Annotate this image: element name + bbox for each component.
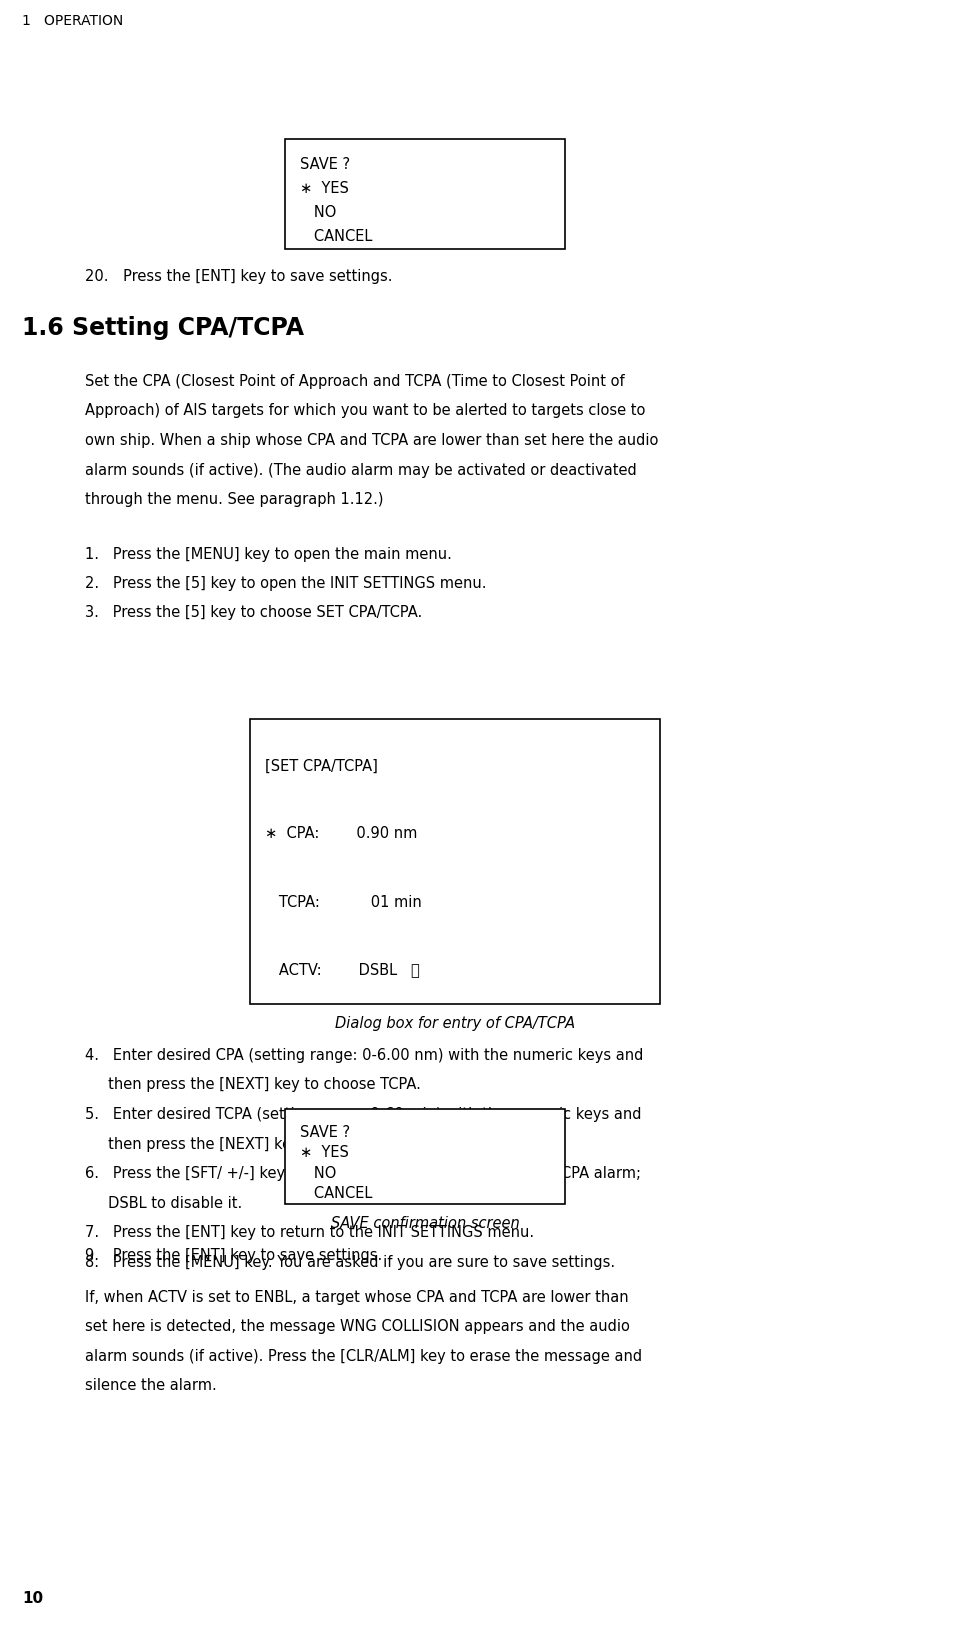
Bar (250, 719, 660, 1003)
Text: SAVE confirmation screen: SAVE confirmation screen (330, 1216, 520, 1230)
Text: then press the [NEXT] key to chose ACTV.: then press the [NEXT] key to chose ACTV. (85, 1137, 414, 1152)
Text: silence the alarm.: silence the alarm. (85, 1379, 217, 1394)
Text: through the menu. See paragraph 1.12.): through the menu. See paragraph 1.12.) (85, 492, 384, 507)
Text: 5.   Enter desired TCPA (setting range: 0-60 min) with the numeric keys and: 5. Enter desired TCPA (setting range: 0-… (85, 1106, 642, 1123)
Text: 1.   Press the [MENU] key to open the main menu.: 1. Press the [MENU] key to open the main… (85, 546, 452, 562)
Text: ∗  YES: ∗ YES (300, 181, 349, 196)
Text: 3.   Press the [5] key to choose SET CPA/TCPA.: 3. Press the [5] key to choose SET CPA/T… (85, 606, 422, 621)
Text: NO: NO (300, 1165, 336, 1181)
Bar (285, 1109, 565, 1204)
Text: Dialog box for entry of CPA/TCPA: Dialog box for entry of CPA/TCPA (335, 1016, 575, 1031)
Text: SAVE ?: SAVE ? (300, 1124, 350, 1141)
Text: own ship. When a ship whose CPA and TCPA are lower than set here the audio: own ship. When a ship whose CPA and TCPA… (85, 433, 658, 448)
Text: set here is detected, the message WNG COLLISION appears and the audio: set here is detected, the message WNG CO… (85, 1320, 630, 1335)
Text: CANCEL: CANCEL (300, 229, 372, 245)
Text: TCPA:           01 min: TCPA: 01 min (265, 894, 422, 910)
Text: 6.   Press the [SFT/ +/-] key to choose ENBL to activate the CPA/TCPA alarm;: 6. Press the [SFT/ +/-] key to choose EN… (85, 1167, 641, 1181)
Text: 1.6 Setting CPA/TCPA: 1.6 Setting CPA/TCPA (22, 315, 304, 340)
Text: then press the [NEXT] key to choose TCPA.: then press the [NEXT] key to choose TCPA… (85, 1077, 421, 1093)
Text: alarm sounds (if active). (The audio alarm may be activated or deactivated: alarm sounds (if active). (The audio ala… (85, 462, 637, 477)
Text: 20. Press the [ENT] key to save settings.: 20. Press the [ENT] key to save settings… (85, 270, 393, 284)
Text: [SET CPA/TCPA]: [SET CPA/TCPA] (265, 758, 378, 773)
Text: DSBL to disable it.: DSBL to disable it. (85, 1196, 243, 1211)
Text: 8.   Press the [MENU] key. You are asked if you are sure to save settings.: 8. Press the [MENU] key. You are asked i… (85, 1255, 615, 1270)
Text: Approach) of AIS targets for which you want to be alerted to targets close to: Approach) of AIS targets for which you w… (85, 404, 646, 418)
Text: ∗  CPA:        0.90 nm: ∗ CPA: 0.90 nm (265, 827, 417, 842)
Text: 10: 10 (22, 1592, 43, 1606)
Text: alarm sounds (if active). Press the [CLR/ALM] key to erase the message and: alarm sounds (if active). Press the [CLR… (85, 1350, 642, 1364)
Text: 9.   Press the [ENT] key to save settings.: 9. Press the [ENT] key to save settings. (85, 1248, 382, 1263)
Text: 2.   Press the [5] key to open the INIT SETTINGS menu.: 2. Press the [5] key to open the INIT SE… (85, 577, 486, 592)
Text: CANCEL: CANCEL (300, 1186, 372, 1201)
Text: Set the CPA (Closest Point of Approach and TCPA (Time to Closest Point of: Set the CPA (Closest Point of Approach a… (85, 374, 625, 389)
Text: NO: NO (300, 206, 336, 221)
Text: 1   OPERATION: 1 OPERATION (22, 15, 123, 28)
Text: 4.   Enter desired CPA (setting range: 0-6.00 nm) with the numeric keys and: 4. Enter desired CPA (setting range: 0-6… (85, 1047, 644, 1064)
Text: ∗  YES: ∗ YES (300, 1145, 349, 1160)
Text: 7.   Press the [ENT] key to return to the INIT SETTINGS menu.: 7. Press the [ENT] key to return to the … (85, 1226, 534, 1240)
Text: If, when ACTV is set to ENBL, a target whose CPA and TCPA are lower than: If, when ACTV is set to ENBL, a target w… (85, 1289, 628, 1306)
Bar (285, 139, 565, 248)
Text: SAVE ?: SAVE ? (300, 157, 350, 172)
Text: ACTV:        DSBL   ⧧: ACTV: DSBL ⧧ (265, 962, 420, 977)
